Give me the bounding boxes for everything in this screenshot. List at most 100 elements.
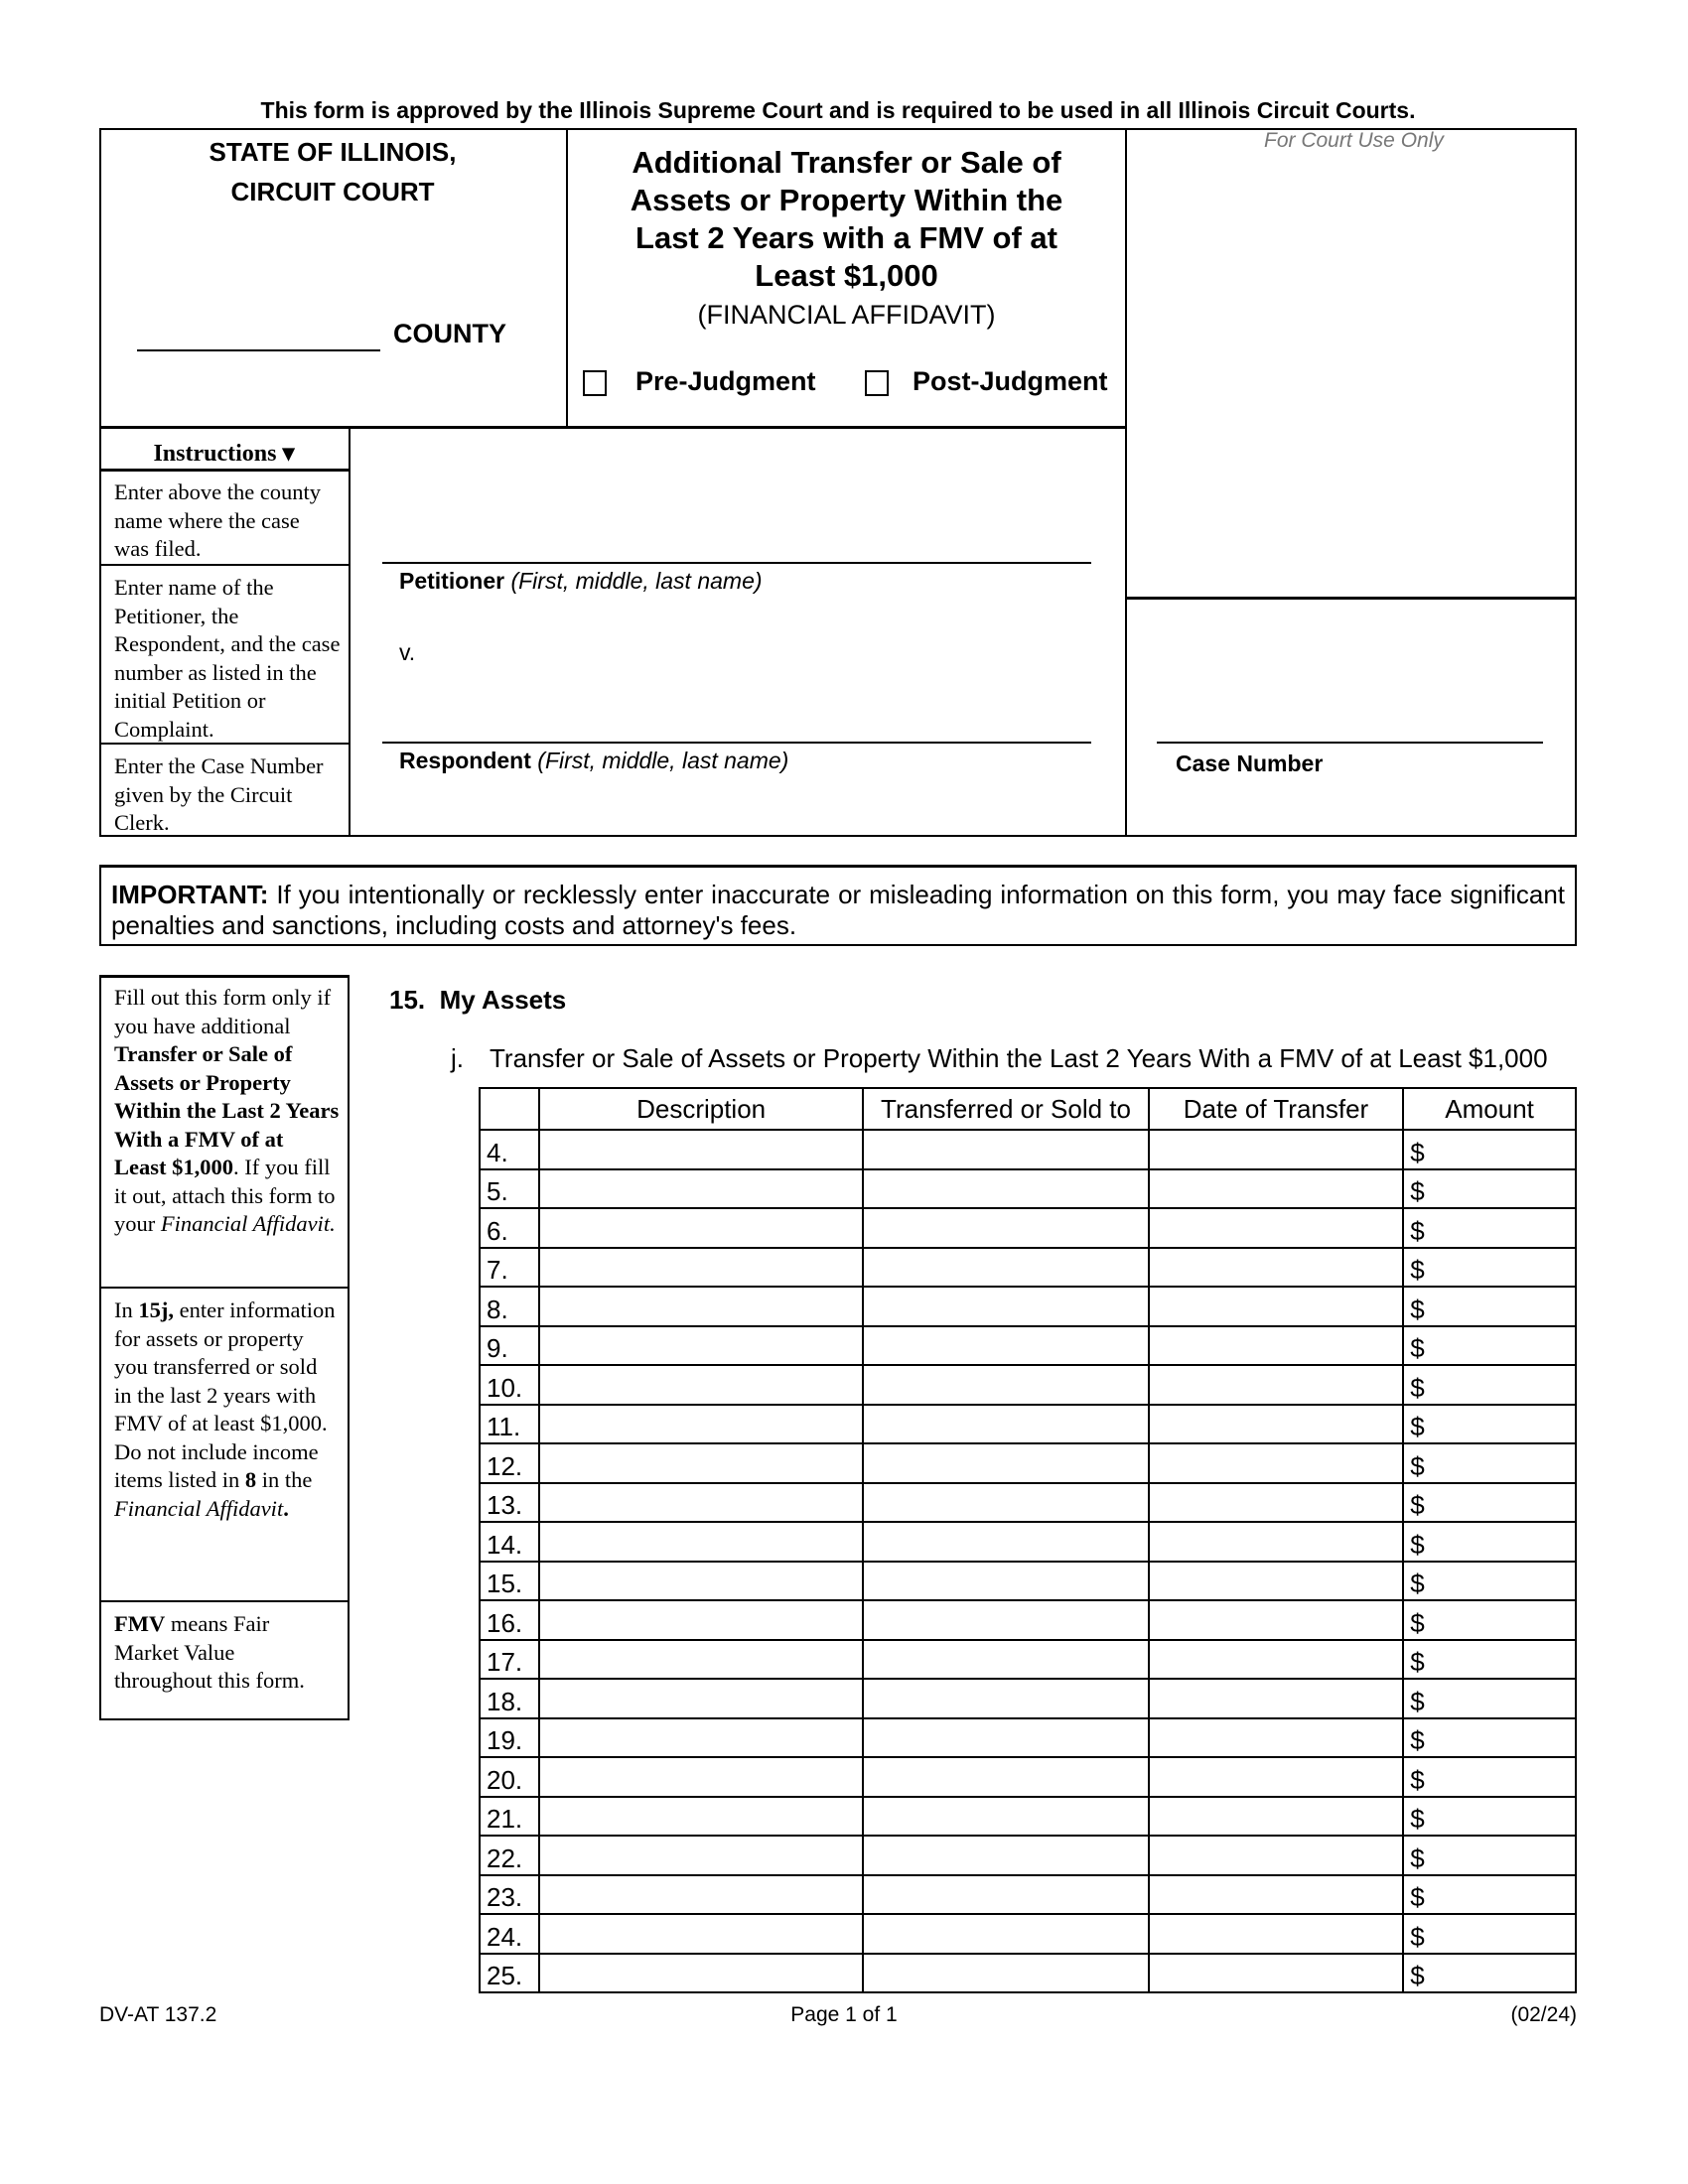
transferred-to-cell[interactable] [862, 1913, 1150, 1955]
description-cell[interactable] [537, 1795, 865, 1837]
amount-cell[interactable]: $ [1402, 1599, 1577, 1641]
date-cell[interactable] [1147, 1481, 1405, 1523]
amount-cell[interactable]: $ [1402, 1638, 1577, 1680]
transferred-to-cell[interactable] [862, 1873, 1150, 1915]
row-number: 12. [479, 1442, 540, 1484]
amount-cell[interactable]: $ [1402, 1678, 1577, 1719]
transferred-to-cell[interactable] [862, 1678, 1150, 1719]
amount-cell[interactable]: $ [1402, 1913, 1577, 1955]
amount-cell[interactable]: $ [1402, 1756, 1577, 1798]
transferred-to-cell[interactable] [862, 1756, 1150, 1798]
amount-cell[interactable]: $ [1402, 1129, 1577, 1170]
description-cell[interactable] [537, 1167, 865, 1209]
date-cell[interactable] [1147, 1638, 1405, 1680]
transferred-to-cell[interactable] [862, 1167, 1150, 1209]
amount-cell[interactable]: $ [1402, 1716, 1577, 1758]
amount-cell[interactable]: $ [1402, 1286, 1577, 1327]
date-cell[interactable] [1147, 1913, 1405, 1955]
description-cell[interactable] [537, 1481, 865, 1523]
date-cell[interactable] [1147, 1560, 1405, 1601]
description-cell[interactable] [537, 1246, 865, 1288]
description-cell[interactable] [537, 1560, 865, 1601]
date-cell[interactable] [1147, 1167, 1405, 1209]
description-cell[interactable] [537, 1403, 865, 1444]
table-row: 19. $ [479, 1716, 1577, 1758]
amount-cell[interactable]: $ [1402, 1207, 1577, 1249]
transferred-to-cell[interactable] [862, 1599, 1150, 1641]
transferred-to-cell[interactable] [862, 1246, 1150, 1288]
column-header: Amount [1402, 1087, 1577, 1131]
description-cell[interactable] [537, 1286, 865, 1327]
date-cell[interactable] [1147, 1873, 1405, 1915]
amount-cell[interactable]: $ [1402, 1795, 1577, 1837]
description-cell[interactable] [537, 1913, 865, 1955]
description-cell[interactable] [537, 1756, 865, 1798]
case-number-field[interactable] [1157, 675, 1543, 744]
date-cell[interactable] [1147, 1403, 1405, 1444]
petitioner-field[interactable] [382, 496, 1091, 564]
amount-cell[interactable]: $ [1402, 1167, 1577, 1209]
date-cell[interactable] [1147, 1716, 1405, 1758]
amount-cell[interactable]: $ [1402, 1560, 1577, 1601]
respondent-field[interactable] [382, 675, 1091, 744]
transferred-to-cell[interactable] [862, 1481, 1150, 1523]
transferred-to-cell[interactable] [862, 1403, 1150, 1444]
transferred-to-cell[interactable] [862, 1442, 1150, 1484]
description-cell[interactable] [537, 1324, 865, 1366]
description-cell[interactable] [537, 1442, 865, 1484]
description-cell[interactable] [537, 1129, 865, 1170]
date-cell[interactable] [1147, 1599, 1405, 1641]
amount-cell[interactable]: $ [1402, 1324, 1577, 1366]
transferred-to-cell[interactable] [862, 1364, 1150, 1406]
date-cell[interactable] [1147, 1246, 1405, 1288]
amount-cell[interactable]: $ [1402, 1481, 1577, 1523]
table-row: 16. $ [479, 1599, 1577, 1641]
amount-cell[interactable]: $ [1402, 1364, 1577, 1406]
description-cell[interactable] [537, 1638, 865, 1680]
date-cell[interactable] [1147, 1756, 1405, 1798]
description-cell[interactable] [537, 1952, 865, 1993]
amount-cell[interactable]: $ [1402, 1442, 1577, 1484]
transferred-to-cell[interactable] [862, 1286, 1150, 1327]
date-cell[interactable] [1147, 1364, 1405, 1406]
description-cell[interactable] [537, 1873, 865, 1915]
description-cell[interactable] [537, 1716, 865, 1758]
transferred-to-cell[interactable] [862, 1207, 1150, 1249]
date-cell[interactable] [1147, 1442, 1405, 1484]
transferred-to-cell[interactable] [862, 1521, 1150, 1563]
pre-judgment-checkbox[interactable] [583, 370, 607, 396]
date-cell[interactable] [1147, 1678, 1405, 1719]
amount-cell[interactable]: $ [1402, 1835, 1577, 1876]
transferred-to-cell[interactable] [862, 1560, 1150, 1601]
transferred-to-cell[interactable] [862, 1129, 1150, 1170]
description-cell[interactable] [537, 1521, 865, 1563]
date-cell[interactable] [1147, 1952, 1405, 1993]
description-cell[interactable] [537, 1599, 865, 1641]
petitioner-hint: (First, middle, last name) [510, 568, 763, 594]
description-cell[interactable] [537, 1835, 865, 1876]
description-cell[interactable] [537, 1364, 865, 1406]
transferred-to-cell[interactable] [862, 1638, 1150, 1680]
date-cell[interactable] [1147, 1795, 1405, 1837]
amount-cell[interactable]: $ [1402, 1521, 1577, 1563]
row-number: 14. [479, 1521, 540, 1563]
county-field[interactable] [137, 318, 380, 351]
amount-cell[interactable]: $ [1402, 1246, 1577, 1288]
amount-cell[interactable]: $ [1402, 1873, 1577, 1915]
post-judgment-checkbox[interactable] [865, 370, 889, 396]
date-cell[interactable] [1147, 1324, 1405, 1366]
description-cell[interactable] [537, 1207, 865, 1249]
transferred-to-cell[interactable] [862, 1952, 1150, 1993]
amount-cell[interactable]: $ [1402, 1403, 1577, 1444]
date-cell[interactable] [1147, 1207, 1405, 1249]
description-cell[interactable] [537, 1678, 865, 1719]
transferred-to-cell[interactable] [862, 1324, 1150, 1366]
date-cell[interactable] [1147, 1835, 1405, 1876]
date-cell[interactable] [1147, 1521, 1405, 1563]
transferred-to-cell[interactable] [862, 1835, 1150, 1876]
transferred-to-cell[interactable] [862, 1795, 1150, 1837]
amount-cell[interactable]: $ [1402, 1952, 1577, 1993]
date-cell[interactable] [1147, 1286, 1405, 1327]
date-cell[interactable] [1147, 1129, 1405, 1170]
transferred-to-cell[interactable] [862, 1716, 1150, 1758]
